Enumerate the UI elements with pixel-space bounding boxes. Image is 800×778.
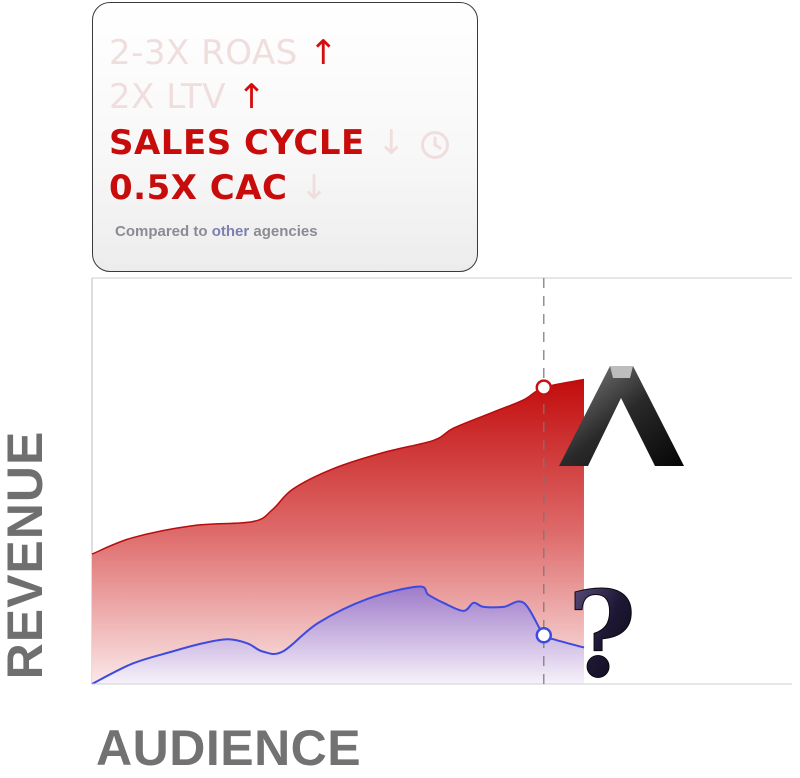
metrics-card: 2-3X ROAS ↑ 2X LTV ↑ SALES CYCLE ↓ 0.5X … (92, 2, 478, 272)
series-a-area (92, 379, 584, 684)
x-axis-label: AUDIENCE (96, 720, 362, 776)
metric-cac-text: 0.5X CAC (109, 168, 288, 208)
metric-roas: 2-3X ROAS ↑ (109, 33, 338, 73)
chart-areas (91, 278, 792, 685)
metric-roas-text: 2-3X ROAS (109, 33, 298, 73)
metric-ltv: 2X LTV ↑ (109, 77, 266, 117)
metric-sales-cycle-text: SALES CYCLE (109, 123, 365, 163)
a-logo-highlight (610, 366, 633, 378)
end-marker-0 (535, 379, 553, 396)
series-a-line (91, 378, 585, 555)
a-logo-icon (559, 366, 684, 466)
comparison-footnote: Compared to other agencies (115, 223, 318, 240)
chart-markers: ? (535, 366, 684, 705)
metric-ltv-text: 2X LTV (109, 77, 227, 117)
metric-sales-cycle: SALES CYCLE ↓ (109, 123, 450, 163)
series-b-line (91, 585, 585, 685)
end-marker-1 (535, 627, 553, 644)
y-axis-label: REVENUE (0, 430, 53, 680)
arrow-down-icon: ↓ (299, 168, 329, 208)
arrow-up-icon: ↑ (309, 33, 339, 73)
arrow-down-icon: ↓ (377, 123, 407, 163)
question-mark-icon: ? (567, 565, 636, 704)
metric-cac: 0.5X CAC ↓ (109, 168, 329, 208)
a-logo-shape (559, 366, 684, 466)
clock-icon (421, 130, 450, 159)
arrow-up-icon: ↑ (237, 77, 267, 117)
